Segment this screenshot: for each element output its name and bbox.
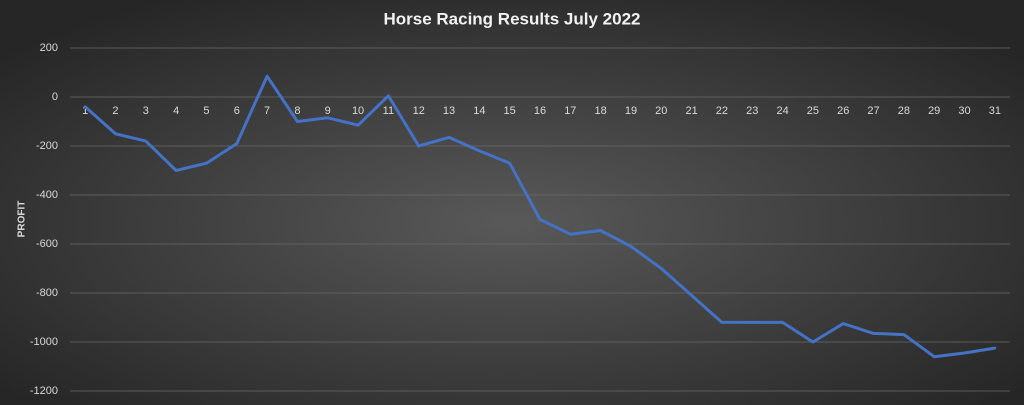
x-tick-label: 25 <box>807 105 819 117</box>
x-tick-label: 14 <box>473 105 485 117</box>
x-tick-label: 13 <box>443 105 455 117</box>
x-tick-label: 2 <box>112 105 118 117</box>
x-tick-label: 30 <box>958 105 970 117</box>
x-tick-label: 5 <box>203 105 209 117</box>
x-tick-label: 11 <box>383 105 394 117</box>
x-tick-label: 23 <box>746 105 758 117</box>
x-tick-label: 3 <box>143 105 149 117</box>
x-tick-label: 16 <box>534 105 546 117</box>
x-tick-label: 22 <box>716 105 728 117</box>
y-tick-label: -600 <box>36 238 58 250</box>
x-tick-label: 28 <box>898 105 910 117</box>
chart-title: Horse Racing Results July 2022 <box>383 9 640 28</box>
x-tick-label: 1 <box>82 105 88 117</box>
y-axis-label: PROFIT <box>17 201 28 238</box>
y-tick-label: -1200 <box>30 385 58 397</box>
x-tick-label: 15 <box>504 105 516 117</box>
data-line <box>83 74 997 359</box>
y-tick-label: 0 <box>52 91 58 103</box>
y-tick-label: -800 <box>36 287 58 299</box>
x-tick-label: 9 <box>325 105 331 117</box>
y-tick-label: -400 <box>36 189 58 201</box>
y-tick-label: -200 <box>36 140 58 152</box>
x-tick-label: 7 <box>264 105 270 117</box>
x-tick-label: 12 <box>413 105 425 117</box>
x-tick-label: 18 <box>595 105 607 117</box>
x-tick-label: 26 <box>837 105 849 117</box>
x-tick-label: 20 <box>655 105 667 117</box>
x-tick-label: 4 <box>173 105 179 117</box>
x-tick-label: 6 <box>234 105 240 117</box>
x-tick-label: 31 <box>989 105 1001 117</box>
x-tick-label: 27 <box>867 105 879 117</box>
x-tick-label: 8 <box>294 105 300 117</box>
y-tick-label: 200 <box>40 42 58 54</box>
y-tick-label: -1000 <box>30 336 58 348</box>
x-tick-label: 17 <box>564 105 576 117</box>
x-tick-label: 24 <box>776 105 788 117</box>
x-tick-label: 29 <box>928 105 940 117</box>
x-tick-label: 21 <box>685 105 697 117</box>
x-tick-label: 19 <box>625 105 637 117</box>
x-tick-label: 10 <box>352 105 364 117</box>
